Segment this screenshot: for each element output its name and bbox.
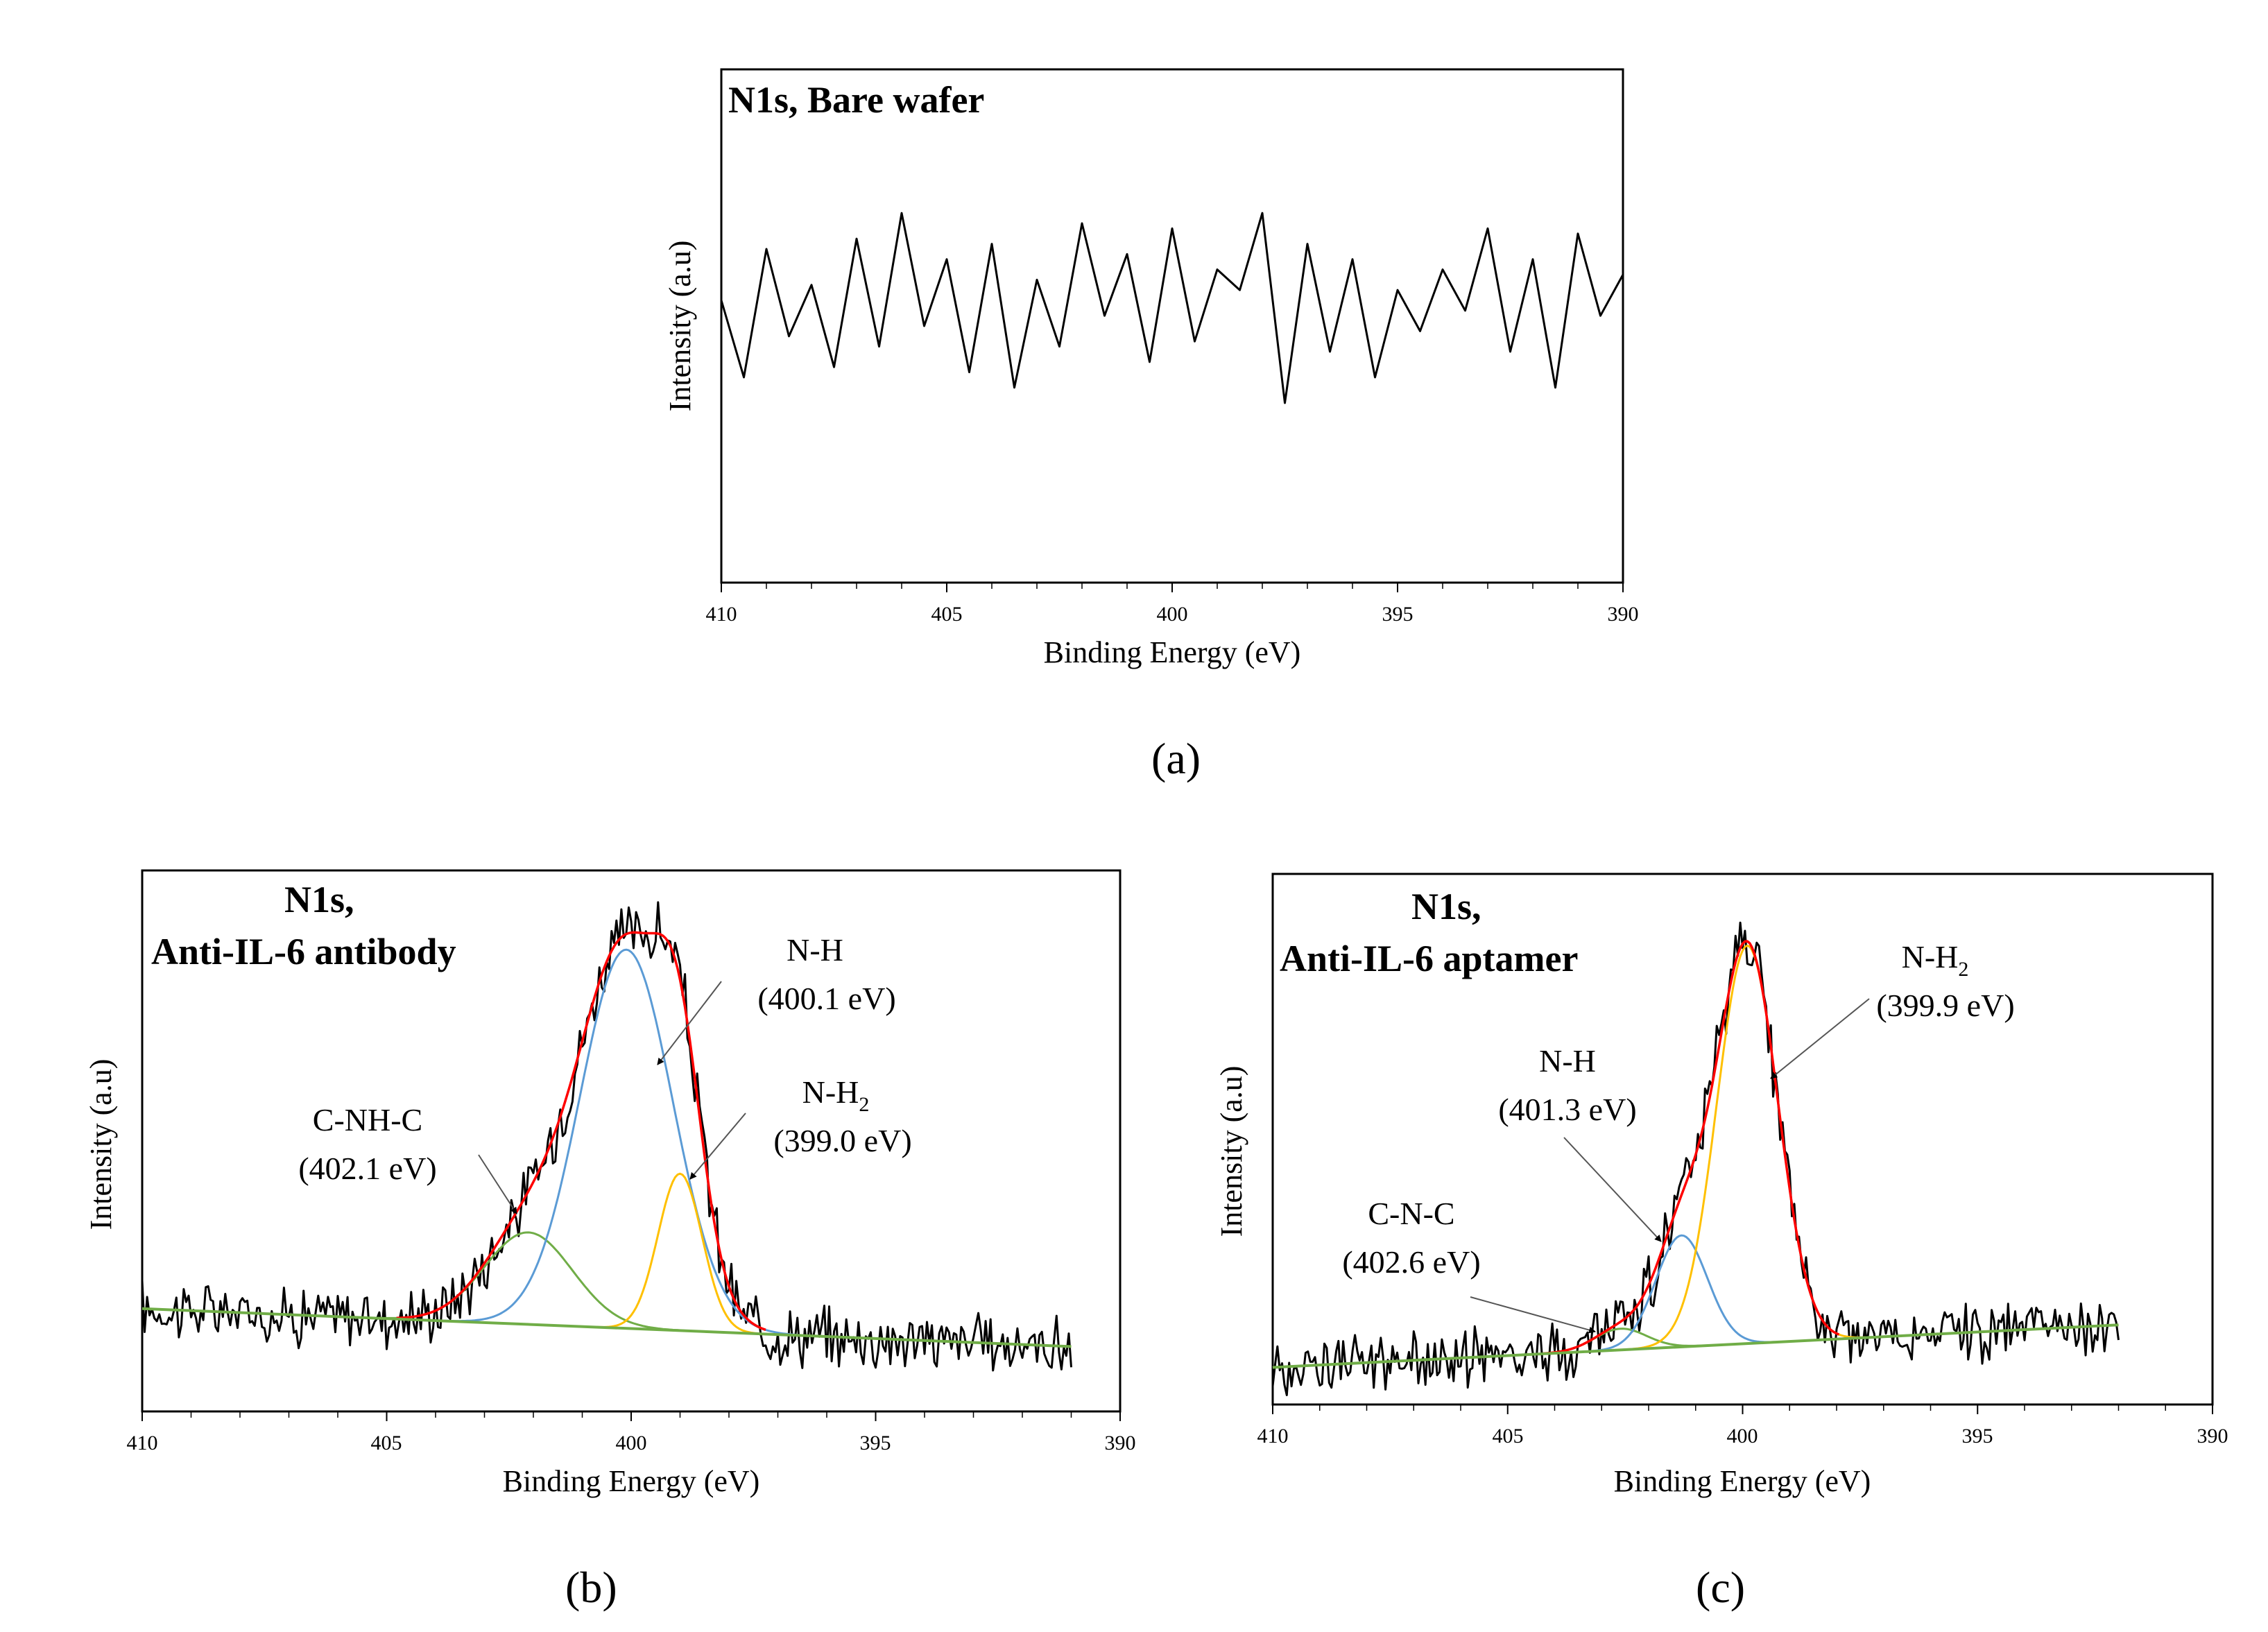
panel-b: N1s, Anti-IL-6 antibody C-NH-C (402.1 eV… [84, 869, 1136, 1612]
panel-c-annotation-2-value: (401.3 eV) [1498, 1092, 1636, 1127]
panel-a-x-tick-4: 395 [1382, 603, 1414, 626]
panel-b-y-axis-label: Intensity (a.u) [84, 1059, 118, 1230]
panel-b-x-tick-4: 395 [860, 1432, 891, 1454]
panel-c-title-line-2: Anti-IL-6 aptamer [1280, 938, 1578, 979]
panel-b-raw-spectrum-line [141, 901, 1072, 1372]
panel-b-x-tick-1: 410 [127, 1432, 158, 1454]
panel-c-x-tick-5: 390 [2197, 1425, 2228, 1448]
panel-c-annotation-1-label: C-N-C [1368, 1196, 1454, 1231]
panel-b-x-tick-5: 390 [1105, 1432, 1136, 1454]
panel-c-annotation-3-label: N-H2 [1902, 939, 1969, 981]
panel-c-x-tick-2: 405 [1493, 1425, 1524, 1448]
panel-a-series [720, 212, 1624, 404]
panel-c-annotation-1-arrow [1470, 1296, 1596, 1334]
panel-a-series-1-line [720, 212, 1624, 404]
panel-b-annotation-2-label: N-H [787, 932, 843, 968]
panel-c-series [1271, 921, 2120, 1396]
panel-b-x-tick-2: 405 [371, 1432, 402, 1454]
panel-a-x-tick-2: 405 [931, 603, 963, 626]
panel-b-annotation-3-arrow [689, 1113, 746, 1180]
panel-c-x-tick-4: 395 [1962, 1425, 1993, 1448]
panel-c-annotation-3-arrow [1770, 998, 1870, 1079]
panel-c-annotation-2-label: N-H [1539, 1043, 1596, 1079]
panel-b-label: (b) [565, 1563, 617, 1612]
panel-b-annotation-1-arrow [478, 1154, 517, 1214]
panel-a-plot-frame [720, 68, 1624, 584]
panel-b-baseline-line [141, 1307, 1072, 1348]
panel-c-x-tick-1: 410 [1257, 1425, 1289, 1448]
panel-b-annotation-1-value: (402.1 eV) [298, 1151, 436, 1186]
panel-b-x-tick-3: 400 [616, 1432, 647, 1454]
panel-c-annotation-1-value: (402.6 eV) [1342, 1244, 1480, 1280]
panel-c-raw-spectrum-line [1271, 921, 2120, 1396]
panel-c-y-axis-label: Intensity (a.u) [1214, 1066, 1248, 1237]
panel-b-annotation-2-value: (400.1 eV) [757, 981, 895, 1016]
panel-a: N1s, Bare wafer 410 405 400 395 390 Bind… [663, 68, 1639, 783]
panel-a-title-line-1: N1s, Bare wafer [728, 79, 984, 121]
panel-a-y-axis-label: Intensity (a.u) [663, 241, 697, 412]
panel-c-title-line-1: N1s, [1411, 886, 1481, 927]
panel-a-x-tick-3: 400 [1157, 603, 1188, 626]
panel-a-x-tick-5: 390 [1608, 603, 1639, 626]
panel-c-label: (c) [1696, 1563, 1745, 1612]
panel-b-title-line-1: N1s, [284, 879, 354, 920]
panel-c-x-tick-3: 400 [1727, 1425, 1758, 1448]
panel-b-title-line-2: Anti-IL-6 antibody [151, 931, 456, 972]
panel-b-x-axis-label: Binding Energy (eV) [503, 1464, 760, 1498]
panel-a-label: (a) [1151, 734, 1201, 783]
panel-c-x-axis-label: Binding Energy (eV) [1614, 1464, 1871, 1498]
panel-b-annotation-3-label-sub: 2 [859, 1093, 869, 1116]
panel-c-annotation-3-label-sub: 2 [1958, 958, 1968, 981]
panel-b-annotation-3-value: (399.0 eV) [773, 1123, 911, 1158]
panel-b-series [141, 901, 1072, 1372]
panel-c-baseline-line [1272, 1323, 2119, 1369]
panel-c-envelope-line [1543, 940, 1840, 1355]
panel-b-envelope-line [396, 931, 766, 1331]
panel-c-annotation-3-value: (399.9 eV) [1876, 988, 2014, 1023]
panel-c-annotation-2-arrow [1563, 1137, 1662, 1242]
panel-c-ticks [1272, 1405, 2213, 1414]
panel-a-x-tick-1: 410 [706, 603, 737, 626]
panel-a-ticks [721, 583, 1624, 592]
panel-b-annotation-3-label-main: N-H [802, 1074, 859, 1110]
panel-a-x-axis-label: Binding Energy (eV) [1044, 635, 1301, 669]
panel-c-annotation-3-label-main: N-H [1902, 939, 1959, 974]
panel-c: N1s, Anti-IL-6 aptamer C-N-C (402.6 eV) … [1214, 873, 2228, 1612]
panel-b-annotation-1-label: C-NH-C [313, 1102, 422, 1137]
panel-b-annotation-3-label: N-H2 [802, 1074, 870, 1116]
panel-b-peak-2-line [141, 948, 1072, 1348]
panel-b-ticks [141, 1411, 1121, 1421]
panel-b-annotation-2-arrow [657, 981, 722, 1065]
